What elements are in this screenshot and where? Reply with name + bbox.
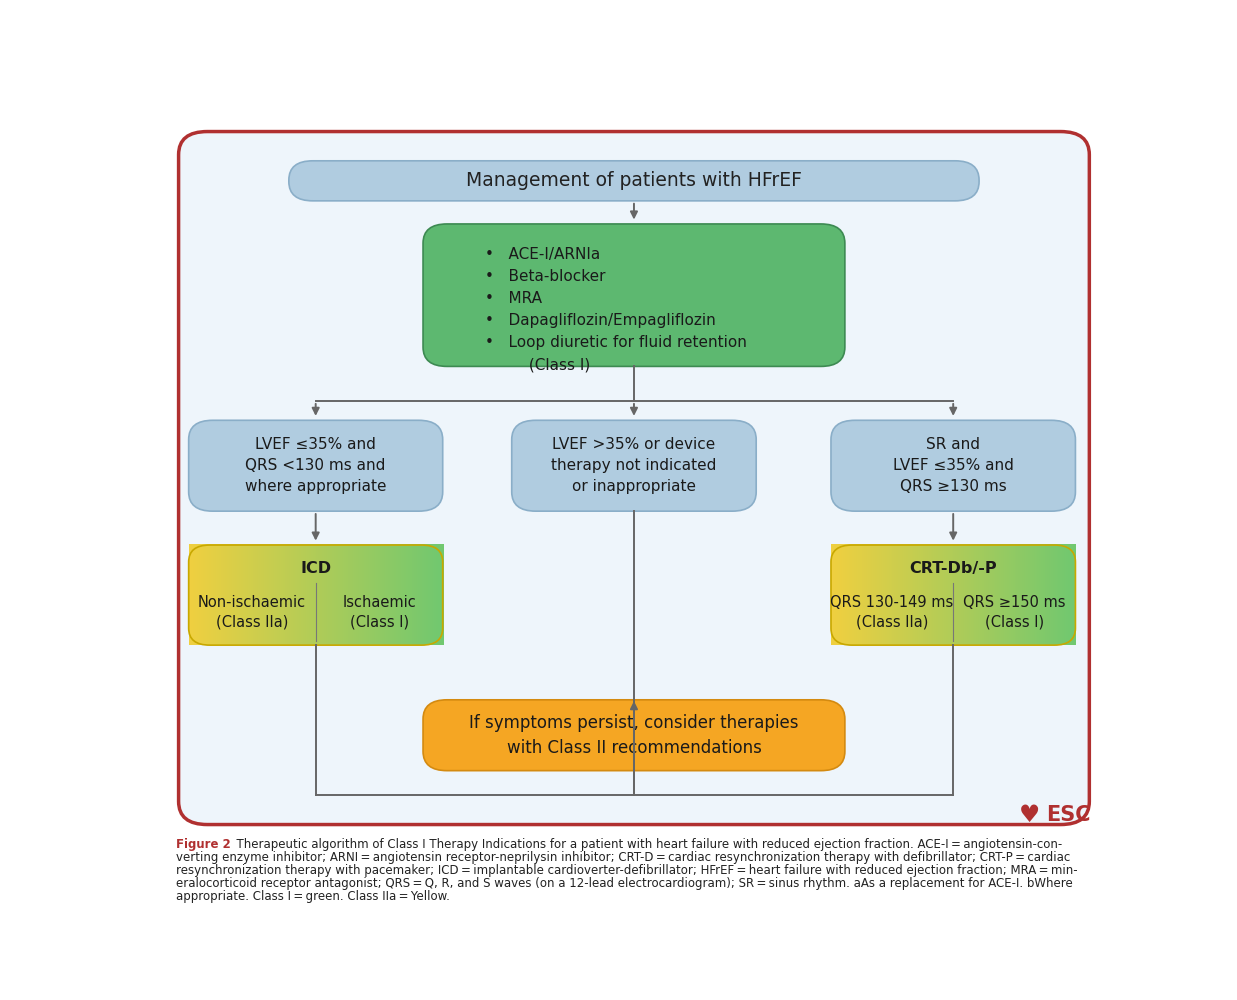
FancyBboxPatch shape bbox=[512, 420, 756, 511]
Text: ESC: ESC bbox=[1047, 805, 1091, 825]
Text: QRS ≥150 ms
(Class I): QRS ≥150 ms (Class I) bbox=[964, 595, 1065, 630]
FancyBboxPatch shape bbox=[178, 132, 1090, 825]
Text: Ischaemic
(Class I): Ischaemic (Class I) bbox=[343, 595, 416, 630]
Text: •   MRA: • MRA bbox=[485, 291, 542, 306]
Text: resynchronization therapy with pacemaker; ICD = implantable cardioverter-defibri: resynchronization therapy with pacemaker… bbox=[176, 864, 1077, 877]
Text: CRT-Db/-P: CRT-Db/-P bbox=[909, 561, 997, 576]
Text: appropriate. Class I = green. Class IIa = Yellow.: appropriate. Class I = green. Class IIa … bbox=[176, 890, 449, 903]
FancyBboxPatch shape bbox=[289, 161, 978, 201]
Text: QRS 130-149 ms
(Class IIa): QRS 130-149 ms (Class IIa) bbox=[830, 595, 954, 630]
FancyBboxPatch shape bbox=[189, 420, 443, 511]
Text: ICD: ICD bbox=[301, 561, 332, 576]
Text: Non-ischaemic
(Class IIa): Non-ischaemic (Class IIa) bbox=[198, 595, 307, 630]
Text: (Class I): (Class I) bbox=[485, 357, 590, 372]
Text: Figure 2: Figure 2 bbox=[176, 838, 230, 851]
Text: •   ACE-I/ARNIa: • ACE-I/ARNIa bbox=[485, 247, 601, 262]
Text: verting enzyme inhibitor; ARNI = angiotensin receptor-neprilysin inhibitor; CRT-: verting enzyme inhibitor; ARNI = angiote… bbox=[176, 851, 1070, 864]
Text: LVEF ≤35% and
QRS <130 ms and
where appropriate: LVEF ≤35% and QRS <130 ms and where appr… bbox=[245, 437, 386, 494]
Text: If symptoms persist, consider therapies
with Class II recommendations: If symptoms persist, consider therapies … bbox=[469, 714, 799, 757]
FancyBboxPatch shape bbox=[423, 700, 845, 771]
Text: Management of patients with HFrEF: Management of patients with HFrEF bbox=[466, 171, 802, 190]
Text: •   Beta-blocker: • Beta-blocker bbox=[485, 269, 606, 284]
Text: Therapeutic algorithm of Class I Therapy Indications for a patient with heart fa: Therapeutic algorithm of Class I Therapy… bbox=[229, 838, 1063, 851]
Text: •   Loop diuretic for fluid retention: • Loop diuretic for fluid retention bbox=[485, 335, 747, 350]
FancyBboxPatch shape bbox=[423, 224, 845, 366]
Text: ♥: ♥ bbox=[1019, 803, 1040, 827]
FancyBboxPatch shape bbox=[831, 420, 1075, 511]
Text: LVEF >35% or device
therapy not indicated
or inappropriate: LVEF >35% or device therapy not indicate… bbox=[552, 437, 716, 494]
Text: eralocorticoid receptor antagonist; QRS = Q, R, and S waves (on a 12-lead electr: eralocorticoid receptor antagonist; QRS … bbox=[176, 877, 1072, 890]
Text: SR and
LVEF ≤35% and
QRS ≥130 ms: SR and LVEF ≤35% and QRS ≥130 ms bbox=[893, 437, 1013, 494]
Text: •   Dapagliflozin/Empagliflozin: • Dapagliflozin/Empagliflozin bbox=[485, 313, 716, 328]
